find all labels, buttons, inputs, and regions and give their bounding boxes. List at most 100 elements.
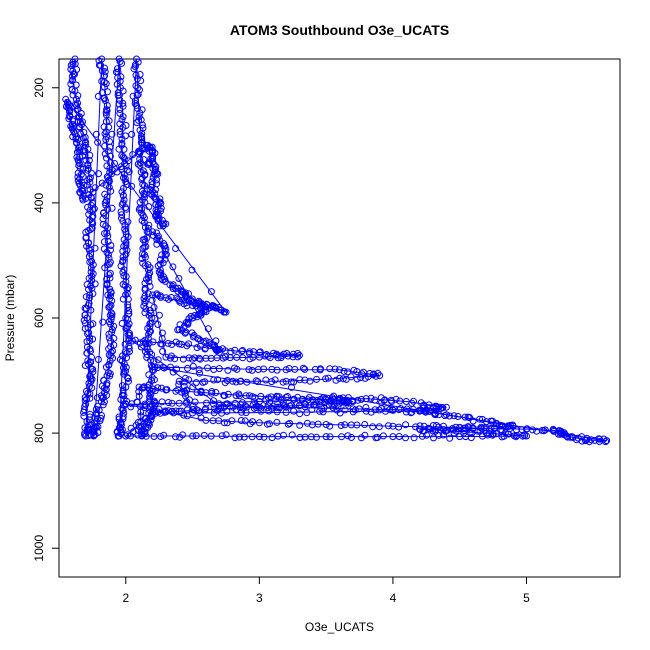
data-point [125,377,132,385]
data-point [89,365,97,373]
data-point [107,242,115,249]
data-point [141,253,149,261]
data-point [103,106,111,114]
data-point [119,217,127,225]
data-point [81,311,89,319]
data-point [146,320,154,328]
data-point [79,194,86,202]
data-point [260,433,268,441]
data-point [326,365,334,373]
data-point [155,311,163,319]
data-point [158,251,166,259]
data-point [154,321,162,328]
data-point [291,365,299,373]
data-point [357,395,365,403]
data-point [308,406,316,413]
data-point [91,244,99,252]
data-point [336,366,343,374]
y-tick-label: 200 [32,77,46,97]
data-point [155,405,163,413]
data-point [130,65,138,73]
data-point [105,254,113,262]
data-point [177,287,185,295]
data-point [113,80,121,88]
data-point [88,384,96,392]
data-point [106,357,114,365]
data-point [207,288,215,296]
data-point [212,337,220,345]
data-point [595,435,603,443]
data-point [199,378,207,386]
data-point [151,387,159,395]
data-point [263,420,271,428]
data-point [136,162,144,170]
data-point [449,425,457,432]
data-point [76,113,83,121]
data-point [201,406,209,414]
data-point [222,400,230,408]
data-point [141,279,149,287]
data-point [340,398,348,406]
data-point [174,386,182,394]
y-tick-label: 400 [32,193,46,213]
data-point [238,408,245,416]
data-point [540,427,548,435]
data-point [294,350,302,357]
data-point [82,305,90,313]
data-point [256,348,264,356]
x-tick-label: 4 [390,591,397,605]
data-point [181,378,188,386]
data-point [214,376,222,384]
data-point [89,290,97,298]
data-point [361,421,369,428]
data-point [79,165,87,173]
data-point [513,426,520,434]
data-point [178,388,185,396]
data-point [179,431,187,439]
data-point [151,363,159,371]
data-point [103,281,111,289]
data-point [161,247,169,255]
data-point [229,403,237,411]
data-point [280,431,287,439]
data-point [482,424,490,432]
data-point [424,404,431,412]
data-point [196,369,203,377]
data-point [120,184,127,192]
data-point [337,422,345,429]
data-point [128,130,136,138]
data-point [240,433,248,441]
data-point [180,382,188,390]
data-point [98,179,106,187]
data-point [185,376,193,384]
data-point [141,223,149,231]
data-point [286,402,294,410]
data-point [142,432,150,440]
data-point [85,329,93,337]
data-point [141,402,149,410]
data-point [153,290,161,298]
data-point [347,434,355,441]
data-point [118,357,126,365]
data-point [175,399,183,407]
data-point [467,434,475,442]
data-point [123,354,130,362]
data-point [91,431,99,439]
data-point [440,422,447,430]
data-point [124,303,132,311]
data-point [207,432,215,440]
data-point [370,370,378,378]
data-point [134,91,142,98]
data-point [224,366,232,374]
data-point [328,394,336,402]
data-point [99,318,107,326]
data-point [143,234,151,242]
data-point [336,374,343,382]
data-point [207,354,215,362]
data-point [238,347,246,355]
data-point [262,397,270,404]
data-point [183,342,191,350]
data-point [148,296,156,304]
data-point [124,331,132,339]
data-point [282,377,290,385]
